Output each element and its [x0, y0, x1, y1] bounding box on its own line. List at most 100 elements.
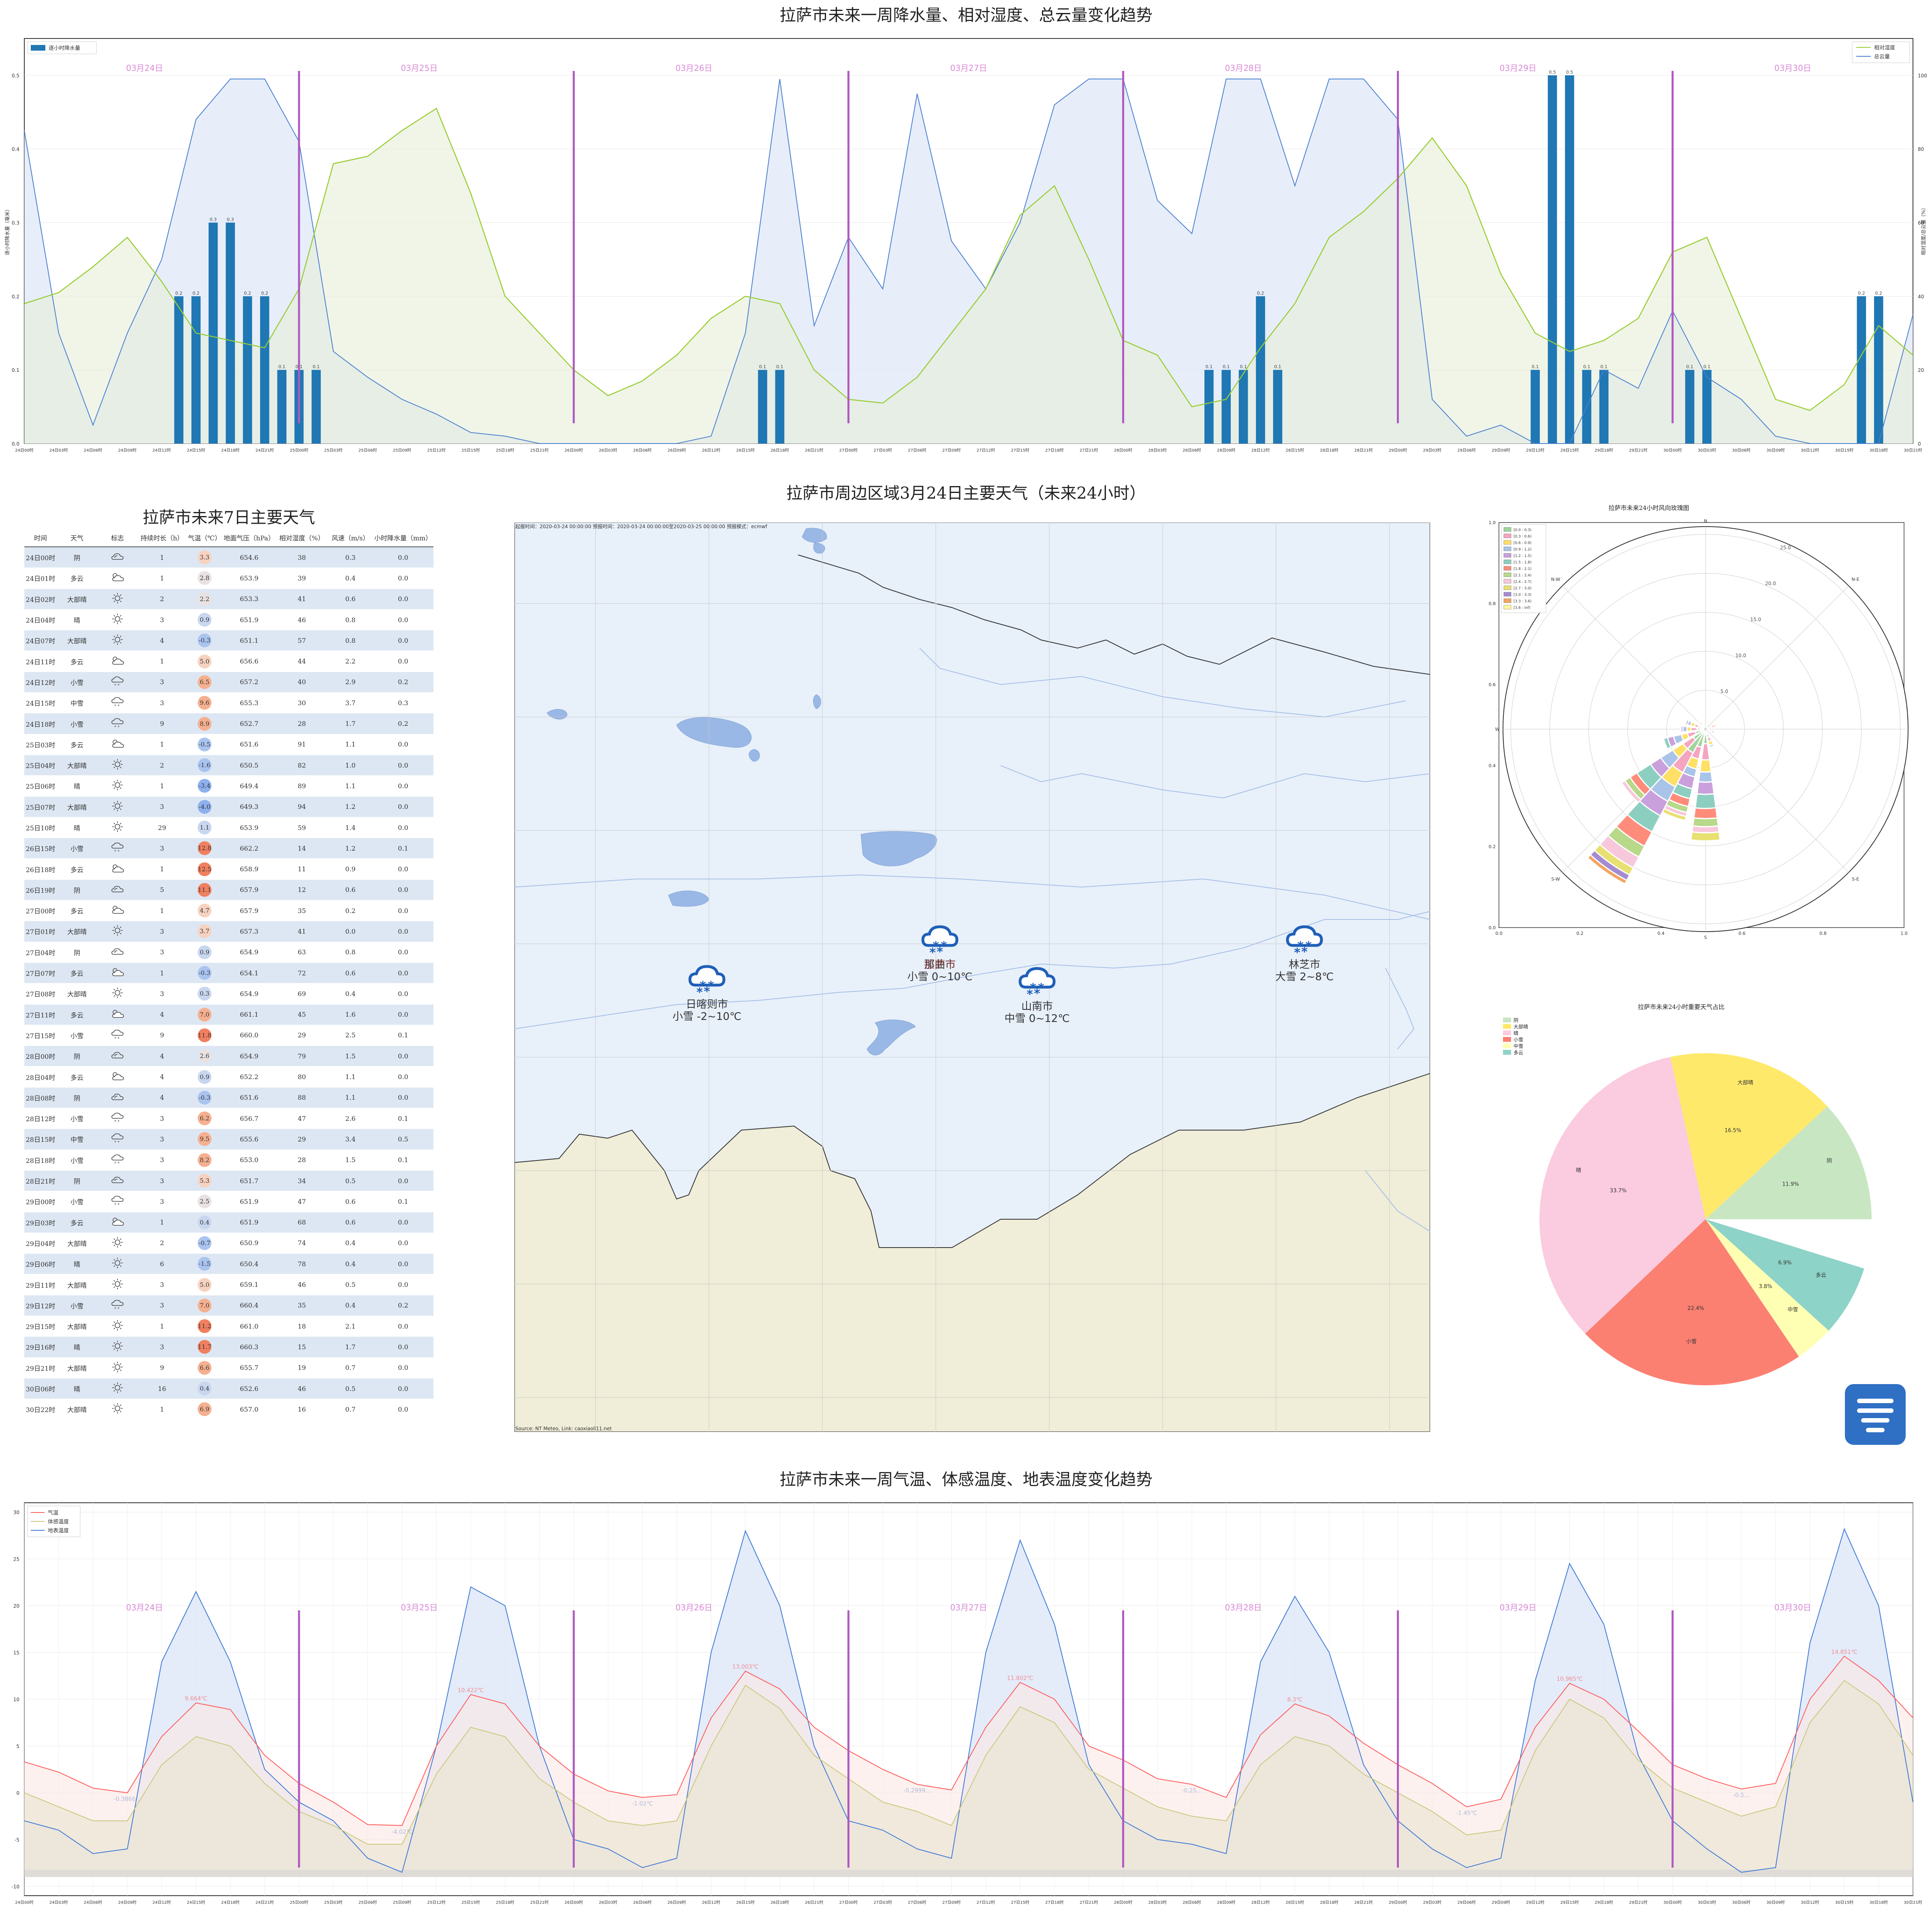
table-cell: 3 — [138, 1108, 186, 1129]
pie-slice — [1706, 1106, 1872, 1219]
table-cell: 0.4 — [328, 1253, 373, 1275]
app-logo-icon[interactable] — [1845, 1384, 1906, 1445]
legend-label: 相对湿度 — [1874, 45, 1895, 51]
x-tick-label: 25日00时 — [290, 1900, 308, 1905]
x-tick-label: 27日21时 — [1080, 1900, 1098, 1905]
x-tick-label: 29日18时 — [1595, 1900, 1613, 1905]
day-label: 03月29日 — [1500, 1603, 1537, 1613]
table-header-cell: 地面气压（hPa） — [223, 529, 275, 547]
table-cell: 4 — [138, 1045, 186, 1067]
map-city-name: 林芝市 — [1289, 959, 1320, 971]
rose-x-tick: 1.0 — [1900, 931, 1908, 936]
pie-pct-label: 6.9% — [1778, 1260, 1791, 1266]
table-cell: 651.7 — [223, 1170, 275, 1192]
pie-legend-item: 小雪 — [1503, 1036, 1528, 1043]
table-cell: 0.0 — [328, 921, 373, 942]
x-tick-label: 28日00时 — [1114, 1900, 1132, 1905]
pie-slice — [1706, 1219, 1829, 1357]
sun-icon — [97, 817, 138, 838]
table-cell: 1 — [138, 775, 186, 797]
sun-icon — [97, 983, 138, 1005]
snow-cloud-shape — [921, 925, 959, 947]
table-cell: 652.6 — [223, 1378, 275, 1399]
table-cell: 0.1 — [373, 1150, 433, 1171]
x-tick-label: 29日12时 — [1526, 448, 1544, 453]
precip-bar-label: 0.1 — [759, 364, 766, 369]
feel-area — [24, 1680, 1913, 1877]
x-tick-label: 29日03时 — [1423, 1900, 1441, 1905]
table-cell: 29 — [275, 1025, 328, 1046]
snowflake: * — [929, 946, 936, 960]
precip-bar-label: 0.5 — [1566, 70, 1573, 75]
x-tick-label: 30日18时 — [1870, 448, 1888, 453]
snowflake: * — [1027, 988, 1033, 1002]
precip-bar — [226, 222, 235, 444]
table-cell: 1.1 — [328, 1066, 373, 1088]
table-cell: 28日04时 — [24, 1066, 57, 1088]
temp-cell: -0.5 — [186, 734, 223, 755]
table-cell: 0.0 — [373, 858, 433, 880]
table-cell: 0.6 — [328, 589, 373, 610]
temp-cell: -3.4 — [186, 775, 223, 797]
rose-petal-segment — [1684, 719, 1690, 726]
table-cell: 大部晴 — [57, 1316, 97, 1337]
snowflake: * — [704, 985, 710, 999]
y-tick: -5 — [15, 1837, 19, 1843]
point-annotation: -1.02℃ — [632, 1801, 653, 1807]
precip-bar — [277, 370, 287, 444]
table-cell: 3 — [138, 609, 186, 631]
rose-legend-swatch — [1503, 579, 1511, 584]
table-cell: 5 — [138, 879, 186, 901]
table-cell: 1.1 — [328, 775, 373, 797]
legend-label: 体感温度 — [48, 1519, 69, 1525]
table-cell: 29日03时 — [24, 1212, 57, 1233]
x-tick-label: 28日15时 — [1286, 448, 1304, 453]
table-cell: 大部晴 — [57, 1357, 97, 1378]
rose-petal-segment — [1690, 831, 1721, 842]
table-cell: 651.9 — [223, 1212, 275, 1233]
table-cell: 1.7 — [328, 1336, 373, 1358]
table-cell: 30日06时 — [24, 1378, 57, 1399]
rose-direction-label: S-W — [1551, 877, 1560, 882]
table-row: 28日08时阴 4 -0.3 651.6 88 1.1 0.0 — [24, 1087, 433, 1109]
table-cell: 662.2 — [223, 838, 275, 859]
table-cell: 3 — [138, 796, 186, 817]
map-city-weather: 大雪 2~8℃ — [1275, 971, 1334, 983]
table-cell: 26日15时 — [24, 838, 57, 859]
x-tick-label: 30日09时 — [1766, 448, 1785, 453]
snow-cloud-shape — [688, 965, 726, 987]
snow-icon: * * — [97, 1150, 138, 1171]
y-axis-label-right: 相对湿度/总云量（%） — [1920, 205, 1926, 255]
x-tick-label: 29日06时 — [1457, 448, 1475, 453]
rose-direction-label: W — [1495, 727, 1500, 732]
table-cell: 3 — [138, 1170, 186, 1192]
x-tick-label: 28日06时 — [1183, 1900, 1201, 1905]
table-cell: 26日19时 — [24, 879, 57, 901]
table-cell: 大部晴 — [57, 796, 97, 817]
table-cell: 25日07时 — [24, 796, 57, 817]
rose-x-tick: 0.0 — [1495, 931, 1503, 936]
rose-ring-label: 25.0 — [1780, 545, 1791, 550]
snow-icon: * *** — [688, 965, 726, 1000]
lake — [802, 528, 827, 543]
rose-petal-segment — [1701, 743, 1710, 761]
table-cell: 大部晴 — [57, 755, 97, 776]
table-row: 25日03时 多云 1 -0.5 651.6 91 1.1 0.0 — [24, 734, 433, 755]
table-cell: 0.0 — [373, 962, 433, 984]
wind-rose-chart: 5.010.015.020.025.0NESWN-ES-ES-WN-W[0.0 … — [1489, 518, 1909, 940]
snow-icon: * * — [97, 1025, 138, 1046]
table-cell: 0.6 — [328, 879, 373, 901]
temp-cell: -1.6 — [186, 755, 223, 776]
table-cell: 29日11时 — [24, 1274, 57, 1295]
temp-cell: 4.7 — [186, 900, 223, 922]
x-tick-label: 29日06时 — [1457, 1900, 1475, 1905]
river — [1365, 1170, 1430, 1232]
table-cell: 小雪 — [57, 1191, 97, 1212]
table-cell: 0.0 — [373, 1087, 433, 1109]
table-cell: 47 — [275, 1108, 328, 1129]
table-cell: 30 — [275, 692, 328, 714]
table-cell: 46 — [275, 1378, 328, 1399]
table-row: 29日15时 大部晴 1 11.2 661.0 18 2.1 0.0 — [24, 1316, 433, 1337]
x-tick-label: 30日06时 — [1732, 1900, 1750, 1905]
table-row: 26日19时阴 5 11.1 657.9 12 0.6 0.0 — [24, 879, 433, 901]
